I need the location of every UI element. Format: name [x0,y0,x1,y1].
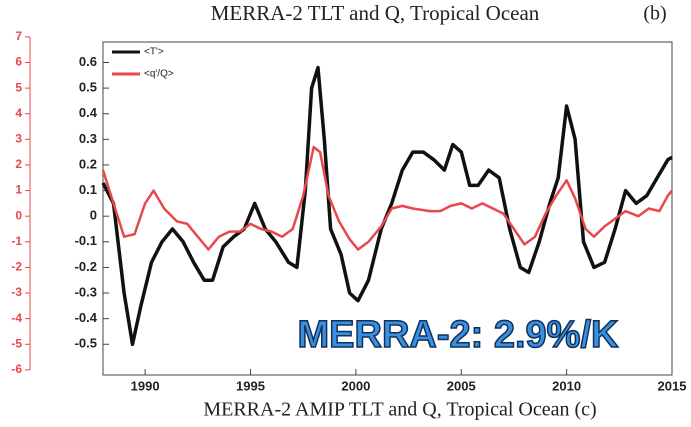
panel-label: (b) [643,3,666,25]
y2-tick-label: -6 [11,362,22,376]
y2-tick-label: 4 [15,106,22,120]
y-tick-label: 0.6 [79,54,97,69]
y2-tick-label: -1 [11,234,22,248]
x-tick-label: 2000 [341,378,370,393]
y2-tick-label: 1 [15,183,22,197]
y2-tick-label: 6 [15,55,22,69]
y2-tick-label: 3 [15,132,22,146]
y-tick-label: 0.1 [79,182,97,197]
y2-tick-label: -3 [11,285,22,299]
chart-title: MERRA-2 TLT and Q, Tropical Ocean [211,1,540,25]
x-tick-label: 2005 [447,378,476,393]
y2-tick-label: 7 [15,29,22,43]
legend: <T'> <q'/Q> [112,47,174,80]
y2-tick-label: 0 [15,208,22,222]
y2-tick-label: 2 [15,157,22,171]
x-tick-label: 1990 [131,378,160,393]
x-tick-label: 2010 [552,378,581,393]
legend-label: <q'/Q> [144,69,174,80]
annotation: MERRA-2: 2.9%/K [298,314,619,356]
x-tick-label: 2015 [658,378,687,393]
y-tick-label: -0.3 [75,284,97,299]
y-tick-label: -0.5 [75,336,97,351]
y-tick-label: 0.4 [79,105,98,120]
next-panel-title: MERRA-2 AMIP TLT and Q, Tropical Ocean (… [203,399,596,421]
legend-label: <T'> [144,47,164,58]
y2-tick-label: 5 [15,80,22,94]
x-tick-label: 1995 [236,378,265,393]
y-tick-label: 0 [90,208,97,223]
y2-tick-label: -2 [11,260,22,274]
plot-frame [102,41,673,376]
data-line [101,65,673,347]
data-line [101,145,673,251]
y2-tick-label: -5 [11,336,22,350]
y-tick-label: -0.4 [75,310,98,325]
y-tick-label: 0.3 [79,131,97,146]
y-tick-label: 0.5 [79,80,97,95]
y-tick-label: 0.2 [79,156,97,171]
y2-tick-label: -4 [11,311,22,325]
y-tick-label: -0.2 [75,259,97,274]
y-tick-label: -0.1 [75,233,97,248]
